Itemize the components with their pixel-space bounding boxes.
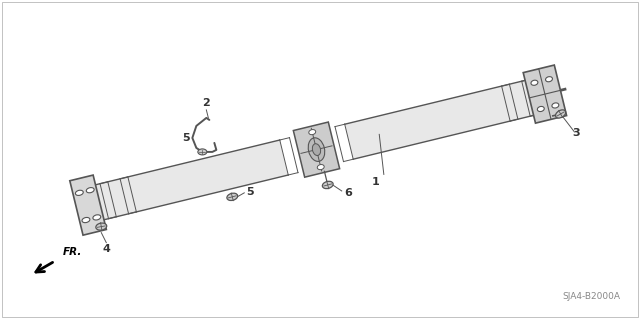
Polygon shape — [345, 77, 549, 159]
Ellipse shape — [93, 215, 100, 220]
Ellipse shape — [308, 130, 316, 135]
Text: SJA4-B2000A: SJA4-B2000A — [562, 292, 620, 301]
Ellipse shape — [227, 193, 237, 201]
Polygon shape — [74, 188, 92, 225]
Ellipse shape — [317, 165, 324, 170]
Ellipse shape — [538, 107, 544, 112]
Text: 1: 1 — [372, 177, 380, 187]
Ellipse shape — [308, 138, 324, 161]
Ellipse shape — [82, 218, 90, 223]
Ellipse shape — [312, 144, 321, 156]
Ellipse shape — [552, 103, 559, 108]
Ellipse shape — [556, 110, 566, 118]
Polygon shape — [70, 175, 106, 235]
Text: 6: 6 — [344, 188, 351, 198]
Text: 3: 3 — [573, 128, 580, 137]
Text: 2: 2 — [202, 98, 210, 108]
Ellipse shape — [198, 149, 207, 155]
Ellipse shape — [531, 80, 538, 85]
Text: 5: 5 — [246, 187, 254, 197]
Polygon shape — [293, 122, 340, 177]
Ellipse shape — [545, 77, 552, 82]
Ellipse shape — [96, 223, 107, 230]
Ellipse shape — [86, 188, 94, 193]
Ellipse shape — [323, 181, 333, 189]
Ellipse shape — [76, 190, 83, 196]
Text: FR.: FR. — [63, 247, 83, 257]
Polygon shape — [524, 65, 566, 123]
Text: 5: 5 — [182, 133, 190, 143]
Polygon shape — [89, 140, 288, 221]
Text: 4: 4 — [102, 244, 110, 254]
